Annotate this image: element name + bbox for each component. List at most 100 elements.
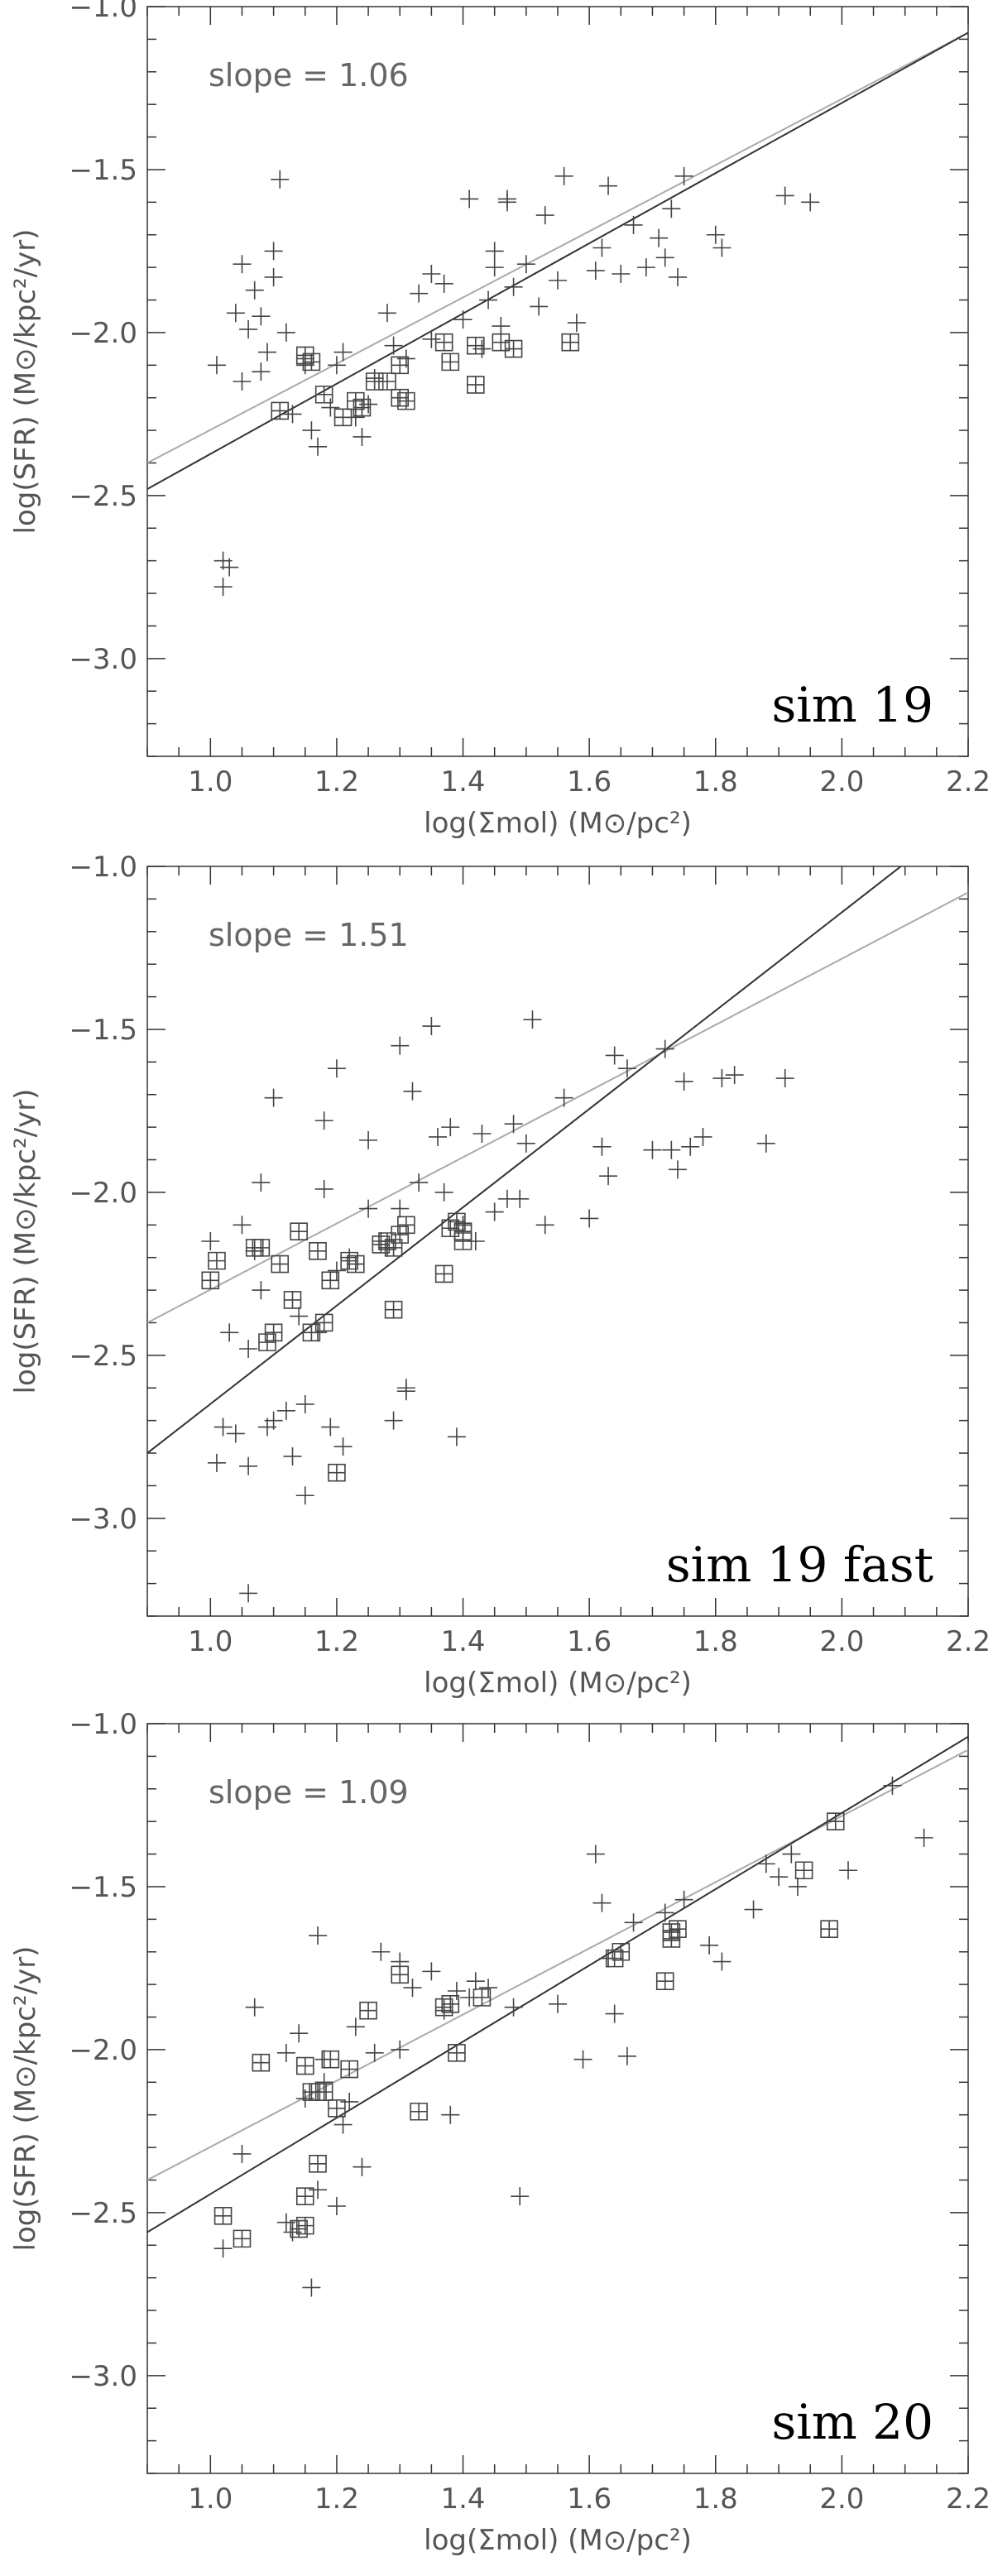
plus-point [782, 1844, 801, 1864]
plus-point [554, 1088, 573, 1107]
plus-point [839, 1861, 858, 1880]
boxed-point [359, 2001, 377, 2020]
plus-point [592, 1137, 612, 1156]
plus-point [264, 242, 283, 261]
plus-point [271, 170, 290, 189]
boxed-point [662, 1930, 681, 1948]
panel-2: 1.0 1.2 1.4 1.6 1.8 2.0 2.2 −1.0 −1.5 −2.0 −2.5 −3.… [9, 851, 991, 1700]
plus-point [257, 343, 276, 362]
boxed-point [467, 336, 485, 355]
boxed-point [434, 1264, 453, 1283]
plus-point [213, 1418, 233, 1437]
x-tick-label: 1.8 [693, 765, 738, 799]
plus-point [485, 258, 504, 277]
plus-point [252, 1173, 271, 1192]
plus-point [580, 1209, 599, 1228]
boxed-point [302, 1323, 321, 1342]
plus-point [612, 265, 631, 284]
x-tick-label: 1.6 [567, 2482, 612, 2516]
plus-point [353, 427, 372, 446]
plus-point [384, 336, 403, 355]
plus-point [492, 317, 511, 336]
boxed-point [441, 353, 460, 372]
plus-point [643, 1140, 662, 1159]
plus-point [586, 1844, 605, 1864]
boxed-point [321, 1271, 340, 1290]
plus-point [605, 1046, 624, 1065]
y-tick-label: −1.5 [69, 154, 137, 187]
boxed-point [441, 1219, 460, 1238]
y-tick-label: −2.5 [69, 480, 137, 513]
boxed-point [826, 1812, 845, 1830]
boxed-point [201, 1271, 220, 1290]
plus-point [453, 310, 473, 329]
plus-point [549, 271, 567, 290]
plus-point [466, 1972, 485, 1991]
x-axis-label: log(Σmol) (M⊙/pc²) [424, 2524, 692, 2557]
plus-point [535, 1216, 554, 1235]
plus-point [434, 1182, 453, 1202]
plus-point [650, 228, 669, 247]
plus-point [770, 1868, 789, 1887]
plus-point [914, 1828, 933, 1847]
boxed-point [441, 1994, 460, 2013]
plus-point [712, 238, 732, 257]
plus-point [403, 1979, 422, 1998]
boxed-point [314, 1313, 333, 1332]
y-tick-label: −1.0 [69, 851, 137, 884]
reference-line [147, 31, 968, 464]
x-tick-label: 2.0 [819, 1625, 864, 1658]
plus-point [479, 1979, 498, 1998]
plus-point [377, 304, 396, 323]
boxed-point [384, 1239, 403, 1257]
plus-point [327, 1059, 346, 1078]
plus-point [447, 1427, 466, 1446]
x-tick-label: 1.6 [567, 765, 612, 799]
plus-point [327, 1261, 346, 1280]
plus-point [441, 2105, 460, 2124]
plus-point [549, 1994, 567, 2013]
boxed-point [612, 1942, 631, 1961]
plus-point [264, 1088, 283, 1107]
x-tick-label: 1.8 [693, 2482, 738, 2516]
boxed-point [448, 1212, 466, 1231]
plus-point [233, 255, 252, 274]
boxed-point [264, 1323, 283, 1342]
plus-point [883, 1776, 902, 1795]
y-tick-label: −2.5 [69, 1340, 137, 1373]
panel-label: sim 20 [771, 2394, 933, 2450]
plus-point [662, 199, 681, 218]
x-tick-label: 2.2 [946, 1625, 991, 1658]
plus-point [681, 1137, 700, 1156]
plus-point [460, 189, 479, 209]
x-tick-label: 1.2 [314, 765, 359, 799]
y-tick-label: −1.0 [69, 0, 137, 24]
plus-point [410, 284, 429, 303]
plus-point [226, 304, 245, 323]
plus-point [504, 1115, 523, 1134]
plus-point [245, 281, 264, 300]
panel-1: 1.0 1.2 1.4 1.6 1.8 2.0 2.2 −1.0 −1.5 −2.0 −2.5 −3.… [9, 0, 991, 840]
plus-point [422, 329, 441, 348]
boxed-point [391, 1226, 410, 1244]
y-axis-label: log(SFR) (M⊙/kpc²/yr) [9, 1946, 42, 2252]
plot-frame [146, 6, 969, 757]
plus-point [309, 1926, 328, 1945]
panel-label: sim 19 fast [666, 1537, 933, 1593]
plus-point [365, 2043, 384, 2062]
plus-point [391, 2040, 410, 2059]
boxed-point [252, 2053, 271, 2072]
x-tick-label: 1.0 [188, 1625, 233, 1658]
plus-point [516, 1134, 535, 1153]
boxed-point [453, 1222, 473, 1240]
plus-point [391, 1199, 410, 1218]
plus-point [283, 1446, 302, 1465]
boxed-point [378, 1232, 396, 1250]
boxed-point [295, 2216, 314, 2235]
x-tick-label: 2.0 [819, 765, 864, 799]
plus-point [511, 1189, 530, 1208]
x-tick-label: 2.2 [946, 2482, 991, 2516]
plus-point [252, 362, 271, 381]
plus-point [276, 2043, 295, 2062]
plus-point [756, 1134, 775, 1153]
